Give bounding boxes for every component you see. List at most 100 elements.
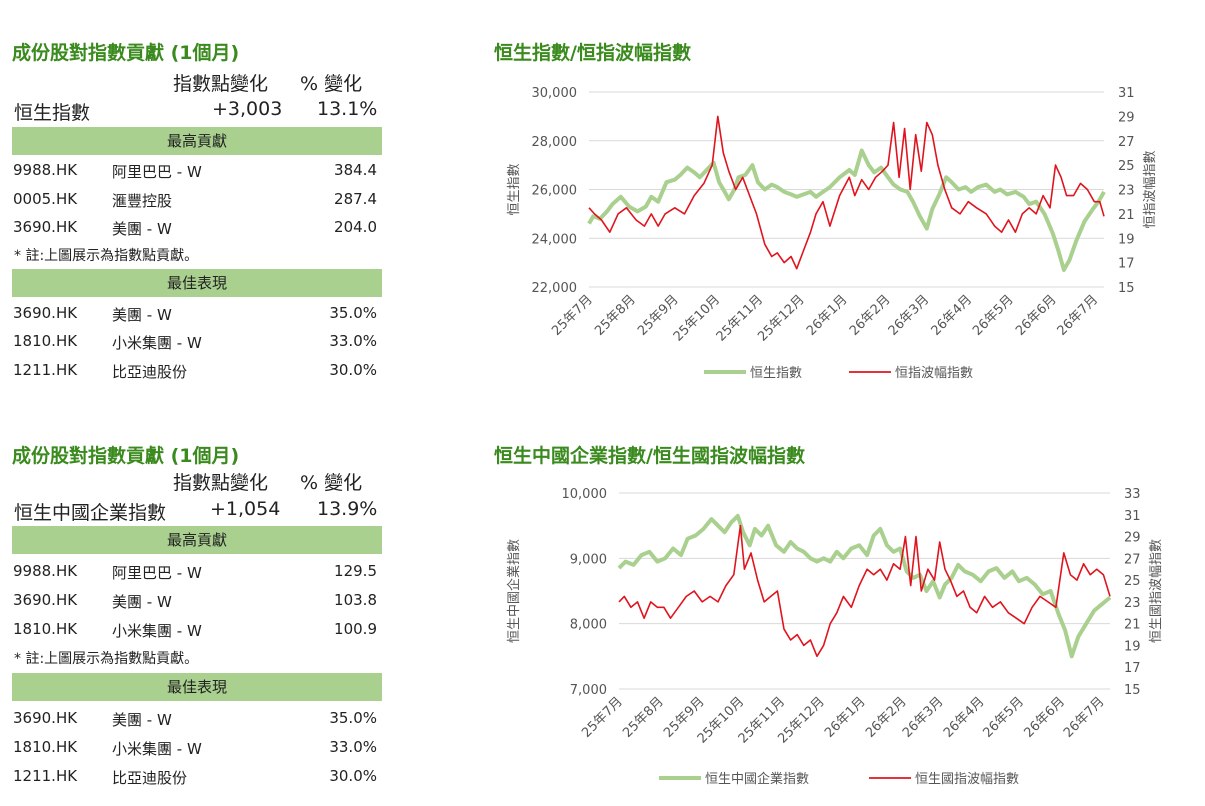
x-tick-label: 26年5月	[970, 292, 1017, 339]
x-tick-label: 26年7月	[1055, 292, 1102, 339]
y2-axis-title: 恒指波幅指數	[1143, 150, 1158, 228]
x-tick-label: 26年4月	[941, 694, 988, 741]
best-performance-band: 最佳表現	[12, 673, 382, 701]
stock-name: 美團 - W	[112, 304, 172, 325]
table-row: 1211.HK 比亞迪股份 30.0%	[12, 357, 382, 381]
stock-code: 1211.HK	[13, 361, 77, 379]
y2-tick-label: 15	[1118, 281, 1135, 296]
y2-tick-label: 31	[1124, 509, 1141, 524]
y-tick-label: 8,000	[570, 618, 607, 633]
stock-name: 小米集團 - W	[112, 332, 202, 353]
y2-tick-label: 33	[1124, 487, 1141, 502]
x-tick-label: 26年3月	[900, 694, 947, 741]
y-tick-label: 30,000	[532, 86, 578, 101]
col-header-pct: % 變化	[300, 69, 362, 96]
stock-value: 204.0	[334, 218, 377, 236]
table-row: 9988.HK 阿里巴巴 - W 129.5	[12, 558, 382, 582]
y-tick-label: 22,000	[532, 281, 578, 296]
x-tick-label: 26年1月	[822, 694, 869, 741]
y-tick-label: 10,000	[562, 487, 608, 502]
y2-tick-label: 25	[1124, 574, 1141, 589]
stock-value: 384.4	[334, 161, 377, 179]
stock-code: 0005.HK	[13, 190, 77, 208]
index-series-line	[619, 516, 1110, 656]
stock-value: 35.0%	[329, 709, 377, 727]
table-row: 3690.HK 美團 - W 35.0%	[12, 705, 382, 729]
chart-title-2: 恒生中國企業指數/恒生國指波幅指數	[494, 441, 805, 468]
top-contribution-band: 最高貢獻	[12, 127, 382, 155]
best-performance-band: 最佳表現	[12, 269, 382, 297]
y-tick-label: 28,000	[532, 135, 578, 150]
y-tick-label: 24,000	[532, 232, 578, 247]
volatility-series-line	[619, 526, 1110, 657]
stock-code: 1810.HK	[13, 620, 77, 638]
y2-axis-title: 恒生國指波幅指數	[1149, 539, 1164, 643]
legend-label: 恒生國指波幅指數	[915, 772, 1019, 787]
table-title-1: 成份股對指數貢獻 (1個月)	[12, 38, 239, 65]
y2-tick-label: 21	[1118, 208, 1135, 223]
x-tick-label: 25年7月	[549, 292, 596, 339]
x-tick-label: 25年8月	[620, 694, 667, 741]
y2-tick-label: 21	[1124, 618, 1141, 633]
stock-code: 3690.HK	[13, 218, 77, 236]
y-axis-title: 恒生指數	[507, 163, 522, 215]
stock-name: 美團 - W	[112, 218, 172, 239]
index-pct: 13.9%	[317, 498, 377, 520]
stock-value: 100.9	[334, 620, 377, 638]
top-contribution-band: 最高貢獻	[12, 526, 382, 554]
stock-value: 287.4	[334, 190, 377, 208]
x-tick-label: 26年4月	[929, 292, 976, 339]
table-row: 3690.HK 美團 - W 35.0%	[12, 300, 382, 324]
x-tick-label: 26年6月	[1013, 292, 1060, 339]
stock-code: 3690.HK	[13, 304, 77, 322]
table-note: * 註:上圖展示為指數點貢獻。	[14, 648, 198, 668]
stock-value: 33.0%	[329, 332, 377, 350]
stock-name: 比亞迪股份	[112, 361, 187, 382]
y-tick-label: 26,000	[532, 184, 578, 199]
x-tick-label: 26年5月	[981, 694, 1028, 741]
y2-tick-label: 31	[1118, 86, 1135, 101]
stock-name: 美團 - W	[112, 709, 172, 730]
stock-code: 3690.HK	[13, 709, 77, 727]
stock-value: 35.0%	[329, 304, 377, 322]
hsi-chart: 22,000 24,000 26,000 28,000 30,000 15 17 19 21 23…	[494, 68, 1204, 398]
table-row: 1810.HK 小米集團 - W 33.0%	[12, 328, 382, 352]
stock-name: 阿里巴巴 - W	[112, 562, 202, 583]
hscei-chart: 7,000 8,000 9,000 10,000 15 17 19 21 23 25 27 29 31 3…	[494, 470, 1204, 800]
y2-tick-label: 25	[1118, 159, 1135, 174]
y2-tick-label: 19	[1124, 639, 1141, 654]
stock-name: 美團 - W	[112, 591, 172, 612]
stock-value: 103.8	[334, 591, 377, 609]
index-points: +1,054	[210, 498, 280, 520]
legend-label: 恒指波幅指數	[895, 366, 973, 381]
x-tick-label: 26年1月	[804, 292, 851, 339]
table-row: 9988.HK 阿里巴巴 - W 384.4	[12, 157, 382, 181]
x-tick-label: 26年2月	[847, 292, 894, 339]
legend-label: 恒生中國企業指數	[705, 771, 809, 787]
index-name: 恒生中國企業指數	[14, 498, 166, 525]
table-row: 1810.HK 小米集團 - W 33.0%	[12, 734, 382, 758]
x-tick-label: 25年7月	[579, 694, 626, 741]
x-tick-label: 26年7月	[1061, 694, 1108, 741]
y2-tick-label: 27	[1118, 135, 1135, 150]
stock-code: 1810.HK	[13, 332, 77, 350]
y-axis-title: 恒生中國企業指數	[506, 539, 522, 643]
index-points: +3,003	[212, 98, 282, 120]
y2-tick-label: 29	[1118, 110, 1135, 125]
col-header-points: 指數點變化	[173, 69, 268, 96]
y2-tick-label: 17	[1124, 661, 1141, 676]
col-header-pct: % 變化	[300, 468, 362, 495]
y-tick-label: 7,000	[570, 683, 607, 698]
y2-tick-label: 29	[1124, 531, 1141, 546]
y2-tick-label: 17	[1118, 257, 1135, 272]
stock-name: 滙豐控股	[112, 190, 172, 211]
y2-tick-label: 27	[1124, 552, 1141, 567]
legend-label: 恒生指數	[750, 366, 802, 381]
y2-tick-label: 19	[1118, 232, 1135, 247]
stock-value: 129.5	[334, 562, 377, 580]
table-note: * 註:上圖展示為指數點貢獻。	[14, 245, 198, 265]
stock-code: 1211.HK	[13, 767, 77, 785]
table-row: 3690.HK 美團 - W 204.0	[12, 214, 382, 238]
stock-name: 小米集團 - W	[112, 620, 202, 641]
table-title-2: 成份股對指數貢獻 (1個月)	[12, 441, 239, 468]
